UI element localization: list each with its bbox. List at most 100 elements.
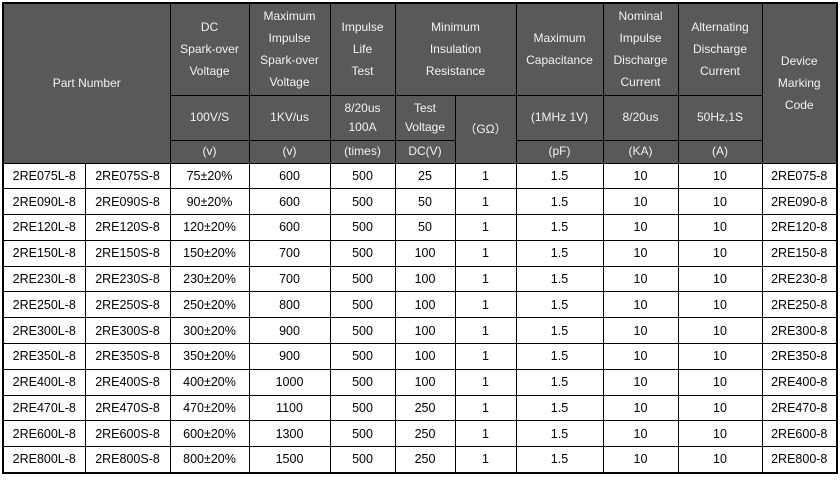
col-header-max-capacitance: Maximum Capacitance bbox=[515, 2, 604, 96]
table-row: 2RE090L-8 2RE090S-8 90±20% 600 500 50 1 1.5 10 10… bbox=[2, 188, 838, 216]
capacitance-cell: 1.5 bbox=[515, 239, 604, 267]
test-voltage-cell: 100 bbox=[394, 265, 456, 293]
part-number-s-cell: 2RE090S-8 bbox=[84, 188, 171, 216]
part-number-s-cell: 2RE250S-8 bbox=[84, 291, 171, 319]
marking-code-cell: 2RE230-8 bbox=[761, 265, 838, 293]
table-row: 2RE470L-8 2RE470S-8 470±20% 1100 500 250 1 1.5 1… bbox=[2, 394, 838, 422]
max-impulse-sparkover-cell: 1300 bbox=[248, 420, 331, 448]
condition-insulation-gohm: （GΩ） bbox=[454, 94, 517, 164]
condition-max-impulse: 1KV/us bbox=[248, 94, 331, 141]
marking-code-cell: 2RE300-8 bbox=[761, 317, 838, 345]
part-number-s-cell: 2RE400S-8 bbox=[84, 368, 171, 396]
capacitance-cell: 1.5 bbox=[515, 188, 604, 216]
max-impulse-sparkover-cell: 600 bbox=[248, 214, 331, 241]
impulse-life-test-cell: 500 bbox=[329, 317, 396, 345]
impulse-discharge-current-cell: 10 bbox=[602, 214, 679, 241]
condition-impulse-life: 8/20us 100A bbox=[329, 94, 396, 141]
test-voltage-cell: 100 bbox=[394, 343, 456, 370]
part-number-s-cell: 2RE470S-8 bbox=[84, 394, 171, 422]
alternating-discharge-current-cell: 10 bbox=[677, 239, 763, 267]
impulse-discharge-current-cell: 10 bbox=[602, 265, 679, 293]
part-number-l-cell: 2RE250L-8 bbox=[2, 291, 86, 319]
col-header-device-marking-code: Device Marking Code bbox=[761, 2, 838, 164]
marking-code-cell: 2RE400-8 bbox=[761, 368, 838, 396]
test-voltage-cell: 50 bbox=[394, 214, 456, 241]
part-number-l-cell: 2RE150L-8 bbox=[2, 239, 86, 267]
test-voltage-cell: 100 bbox=[394, 368, 456, 396]
condition-dc-sparkover: 100V/S bbox=[169, 94, 250, 141]
impulse-life-test-cell: 500 bbox=[329, 291, 396, 319]
insulation-resistance-cell: 1 bbox=[454, 317, 517, 345]
dc-sparkover-voltage-cell: 600±20% bbox=[169, 420, 250, 448]
table-body: 2RE075L-8 2RE075S-8 75±20% 600 500 25 1 1.5 10 10… bbox=[2, 162, 838, 474]
col-header-min-insulation-resistance: Minimum Insulation Resistance bbox=[394, 2, 517, 96]
condition-capacitance: (1MHz 1V) bbox=[515, 94, 604, 141]
unit-capacitance: (pF) bbox=[515, 139, 604, 164]
part-number-s-cell: 2RE800S-8 bbox=[84, 446, 171, 474]
table-row: 2RE400L-8 2RE400S-8 400±20% 1000 500 100 1 1.5 1… bbox=[2, 368, 838, 396]
table-row: 2RE300L-8 2RE300S-8 300±20% 900 500 100 1 1.5 10… bbox=[2, 317, 838, 345]
capacitance-cell: 1.5 bbox=[515, 317, 604, 345]
alternating-discharge-current-cell: 10 bbox=[677, 420, 763, 448]
test-voltage-cell: 250 bbox=[394, 394, 456, 422]
table-row: 2RE230L-8 2RE230S-8 230±20% 700 500 100 1 1.5 10… bbox=[2, 265, 838, 293]
impulse-discharge-current-cell: 10 bbox=[602, 239, 679, 267]
insulation-resistance-cell: 1 bbox=[454, 420, 517, 448]
col-header-nominal-impulse-discharge: Nominal Impulse Discharge Current bbox=[602, 2, 679, 96]
max-impulse-sparkover-cell: 900 bbox=[248, 343, 331, 370]
max-impulse-sparkover-cell: 1500 bbox=[248, 446, 331, 474]
alternating-discharge-current-cell: 10 bbox=[677, 291, 763, 319]
test-voltage-cell: 250 bbox=[394, 420, 456, 448]
impulse-life-test-cell: 500 bbox=[329, 265, 396, 293]
impulse-life-test-cell: 500 bbox=[329, 368, 396, 396]
insulation-resistance-cell: 1 bbox=[454, 343, 517, 370]
impulse-life-test-cell: 500 bbox=[329, 162, 396, 190]
part-number-l-cell: 2RE230L-8 bbox=[2, 265, 86, 293]
unit-impulse-discharge: (KA) bbox=[602, 139, 679, 164]
impulse-life-test-cell: 500 bbox=[329, 446, 396, 474]
part-number-s-cell: 2RE230S-8 bbox=[84, 265, 171, 293]
dc-sparkover-voltage-cell: 75±20% bbox=[169, 162, 250, 190]
dc-sparkover-voltage-cell: 400±20% bbox=[169, 368, 250, 396]
insulation-resistance-cell: 1 bbox=[454, 291, 517, 319]
impulse-discharge-current-cell: 10 bbox=[602, 291, 679, 319]
marking-code-cell: 2RE075-8 bbox=[761, 162, 838, 190]
spec-table: Part Number DC Spark-over Voltage Maximu… bbox=[2, 2, 838, 474]
part-number-l-cell: 2RE400L-8 bbox=[2, 368, 86, 396]
col-header-max-impulse-sparkover: Maximum Impulse Spark-over Voltage bbox=[248, 2, 331, 96]
part-number-s-cell: 2RE120S-8 bbox=[84, 214, 171, 241]
part-number-l-cell: 2RE350L-8 bbox=[2, 343, 86, 370]
impulse-discharge-current-cell: 10 bbox=[602, 162, 679, 190]
condition-alternating-discharge: 50Hz,1S bbox=[677, 94, 763, 141]
insulation-resistance-cell: 1 bbox=[454, 394, 517, 422]
alternating-discharge-current-cell: 10 bbox=[677, 343, 763, 370]
part-number-l-cell: 2RE800L-8 bbox=[2, 446, 86, 474]
table-row: 2RE150L-8 2RE150S-8 150±20% 700 500 100 1 1.5 10… bbox=[2, 239, 838, 267]
col-header-alternating-discharge: Alternating Discharge Current bbox=[677, 2, 763, 96]
test-voltage-cell: 50 bbox=[394, 188, 456, 216]
impulse-life-test-cell: 500 bbox=[329, 188, 396, 216]
dc-sparkover-voltage-cell: 120±20% bbox=[169, 214, 250, 241]
col-header-dc-sparkover-voltage: DC Spark-over Voltage bbox=[169, 2, 250, 96]
alternating-discharge-current-cell: 10 bbox=[677, 446, 763, 474]
max-impulse-sparkover-cell: 700 bbox=[248, 239, 331, 267]
max-impulse-sparkover-cell: 1100 bbox=[248, 394, 331, 422]
impulse-discharge-current-cell: 10 bbox=[602, 343, 679, 370]
marking-code-cell: 2RE150-8 bbox=[761, 239, 838, 267]
marking-code-cell: 2RE120-8 bbox=[761, 214, 838, 241]
table-row: 2RE800L-8 2RE800S-8 800±20% 1500 500 250 1 1.5 1… bbox=[2, 446, 838, 474]
table-row: 2RE250L-8 2RE250S-8 250±20% 800 500 100 1 1.5 10… bbox=[2, 291, 838, 319]
part-number-s-cell: 2RE350S-8 bbox=[84, 343, 171, 370]
part-number-s-cell: 2RE600S-8 bbox=[84, 420, 171, 448]
marking-code-cell: 2RE470-8 bbox=[761, 394, 838, 422]
impulse-life-test-cell: 500 bbox=[329, 343, 396, 370]
test-voltage-cell: 25 bbox=[394, 162, 456, 190]
max-impulse-sparkover-cell: 800 bbox=[248, 291, 331, 319]
table-row: 2RE120L-8 2RE120S-8 120±20% 600 500 50 1 1.5 10 1… bbox=[2, 214, 838, 241]
dc-sparkover-voltage-cell: 800±20% bbox=[169, 446, 250, 474]
impulse-discharge-current-cell: 10 bbox=[602, 368, 679, 396]
col-header-impulse-life-test: Impulse Life Test bbox=[329, 2, 396, 96]
max-impulse-sparkover-cell: 1000 bbox=[248, 368, 331, 396]
marking-code-cell: 2RE250-8 bbox=[761, 291, 838, 319]
capacitance-cell: 1.5 bbox=[515, 214, 604, 241]
